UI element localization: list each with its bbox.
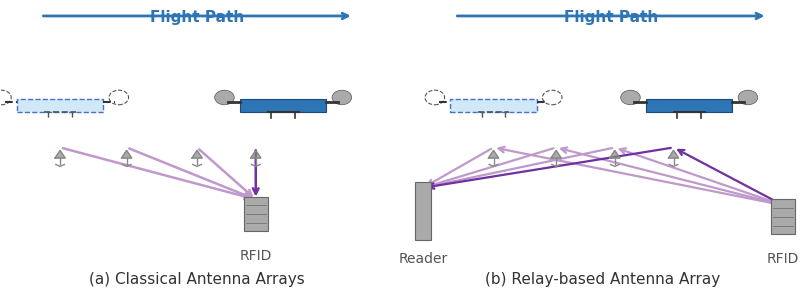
- Polygon shape: [551, 150, 561, 158]
- Circle shape: [738, 90, 758, 105]
- Polygon shape: [668, 150, 679, 158]
- FancyBboxPatch shape: [451, 99, 537, 112]
- FancyBboxPatch shape: [771, 199, 795, 234]
- Text: Reader: Reader: [398, 252, 448, 266]
- Polygon shape: [250, 150, 261, 158]
- FancyBboxPatch shape: [17, 99, 103, 112]
- Polygon shape: [609, 150, 620, 158]
- Polygon shape: [192, 150, 202, 158]
- Polygon shape: [489, 150, 498, 158]
- Text: Flight Path: Flight Path: [564, 10, 658, 25]
- Text: Flight Path: Flight Path: [150, 10, 244, 25]
- FancyBboxPatch shape: [415, 182, 431, 240]
- Text: RFID: RFID: [767, 252, 799, 266]
- Text: (b) Relay-based Antenna Array: (b) Relay-based Antenna Array: [485, 272, 720, 287]
- Circle shape: [621, 90, 640, 105]
- Circle shape: [215, 90, 234, 105]
- Text: (a) Classical Antenna Arrays: (a) Classical Antenna Arrays: [89, 272, 305, 287]
- Circle shape: [332, 90, 352, 105]
- Polygon shape: [122, 150, 132, 158]
- FancyBboxPatch shape: [244, 196, 267, 231]
- FancyBboxPatch shape: [646, 99, 733, 112]
- Text: RFID: RFID: [240, 249, 272, 263]
- Polygon shape: [55, 150, 65, 158]
- FancyBboxPatch shape: [240, 99, 326, 112]
